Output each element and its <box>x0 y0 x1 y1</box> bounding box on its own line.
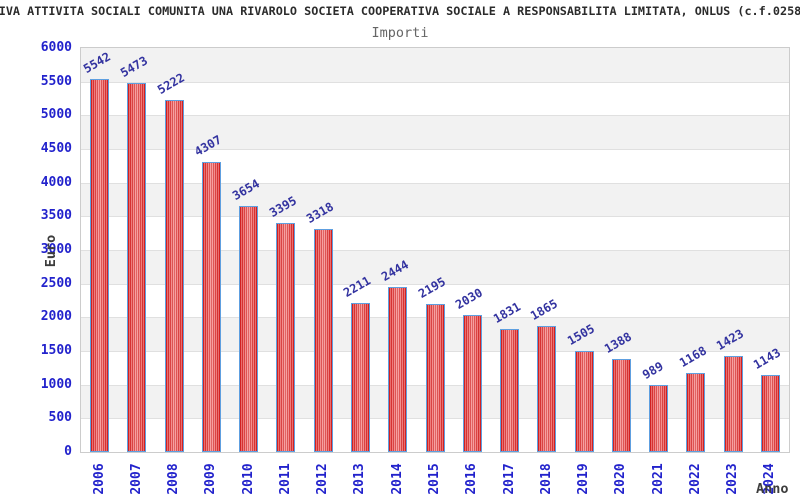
chart-subtitle: Importi <box>371 25 429 41</box>
gridline <box>81 250 789 251</box>
x-tick-2009: 2009 <box>203 463 219 495</box>
x-axis-title: Anno <box>756 481 789 497</box>
bar-2014 <box>388 287 408 452</box>
x-tick-2011: 2011 <box>277 463 293 495</box>
plot-area: 5542 5473 5222 4307 3654 3395 3318 2211 2444 2195… <box>80 47 790 453</box>
bar-2006 <box>90 79 110 452</box>
x-tick-2007: 2007 <box>128 463 144 495</box>
plot-band <box>81 115 789 149</box>
bar-2010 <box>239 206 259 452</box>
x-tick-2018: 2018 <box>538 463 554 495</box>
gridline <box>81 81 789 83</box>
y-tick-2500: 2500 <box>40 275 72 291</box>
plot-band <box>81 48 789 82</box>
x-tick-2014: 2014 <box>389 463 405 495</box>
x-tick-2016: 2016 <box>464 463 480 495</box>
bar-2019 <box>574 351 594 452</box>
bar-2021 <box>649 385 669 452</box>
bar-2008 <box>164 100 184 452</box>
x-tick-2020: 2020 <box>613 463 629 495</box>
bar-2017 <box>500 329 520 452</box>
gridline <box>81 182 789 184</box>
y-tick-1000: 1000 <box>40 376 72 392</box>
bar-2016 <box>462 315 482 452</box>
y-tick-0: 0 <box>64 444 72 459</box>
x-tick-2017: 2017 <box>501 463 517 495</box>
x-tick-2010: 2010 <box>240 463 256 495</box>
bar-2024 <box>760 375 780 452</box>
plot-band <box>81 81 789 116</box>
bar-2018 <box>537 326 557 452</box>
y-tick-5000: 5000 <box>40 107 72 123</box>
bar-2022 <box>686 373 706 452</box>
y-tick-3500: 3500 <box>40 208 72 224</box>
x-tick-2012: 2012 <box>315 463 331 495</box>
gridline <box>81 216 789 218</box>
bar-2011 <box>276 223 296 452</box>
y-axis-title: Euro <box>43 234 59 268</box>
y-tick-500: 500 <box>48 410 72 426</box>
plot-band <box>81 182 789 217</box>
plot-band <box>81 216 789 250</box>
y-tick-1500: 1500 <box>40 343 72 358</box>
y-tick-3000: 3000 <box>40 242 72 257</box>
x-tick-2008: 2008 <box>166 463 182 495</box>
plot-band <box>81 149 789 183</box>
x-tick-2023: 2023 <box>725 463 741 495</box>
x-tick-2021: 2021 <box>650 463 666 495</box>
bar-2007 <box>127 83 147 452</box>
y-tick-2000: 2000 <box>40 309 72 325</box>
bar-2012 <box>313 229 333 452</box>
gridline <box>81 115 789 117</box>
plot-band <box>81 250 789 284</box>
bar-2013 <box>350 303 370 452</box>
y-tick-4000: 4000 <box>40 174 72 190</box>
x-tick-2019: 2019 <box>576 463 592 495</box>
bar-2023 <box>723 356 743 452</box>
bar-2020 <box>611 359 631 452</box>
x-tick-2006: 2006 <box>91 463 107 495</box>
gridline <box>81 149 789 150</box>
bar-2015 <box>425 304 445 452</box>
y-tick-4500: 4500 <box>40 141 72 156</box>
gridline <box>81 283 789 285</box>
y-tick-5500: 5500 <box>40 73 72 89</box>
x-tick-2015: 2015 <box>427 463 442 495</box>
bar-2009 <box>201 162 221 452</box>
chart-title: TIVA ATTIVITA SOCIALI COMUNITA UNA RIVAR… <box>0 4 800 18</box>
x-tick-2022: 2022 <box>687 463 703 495</box>
y-tick-6000: 6000 <box>40 40 72 55</box>
x-tick-2013: 2013 <box>352 463 368 495</box>
